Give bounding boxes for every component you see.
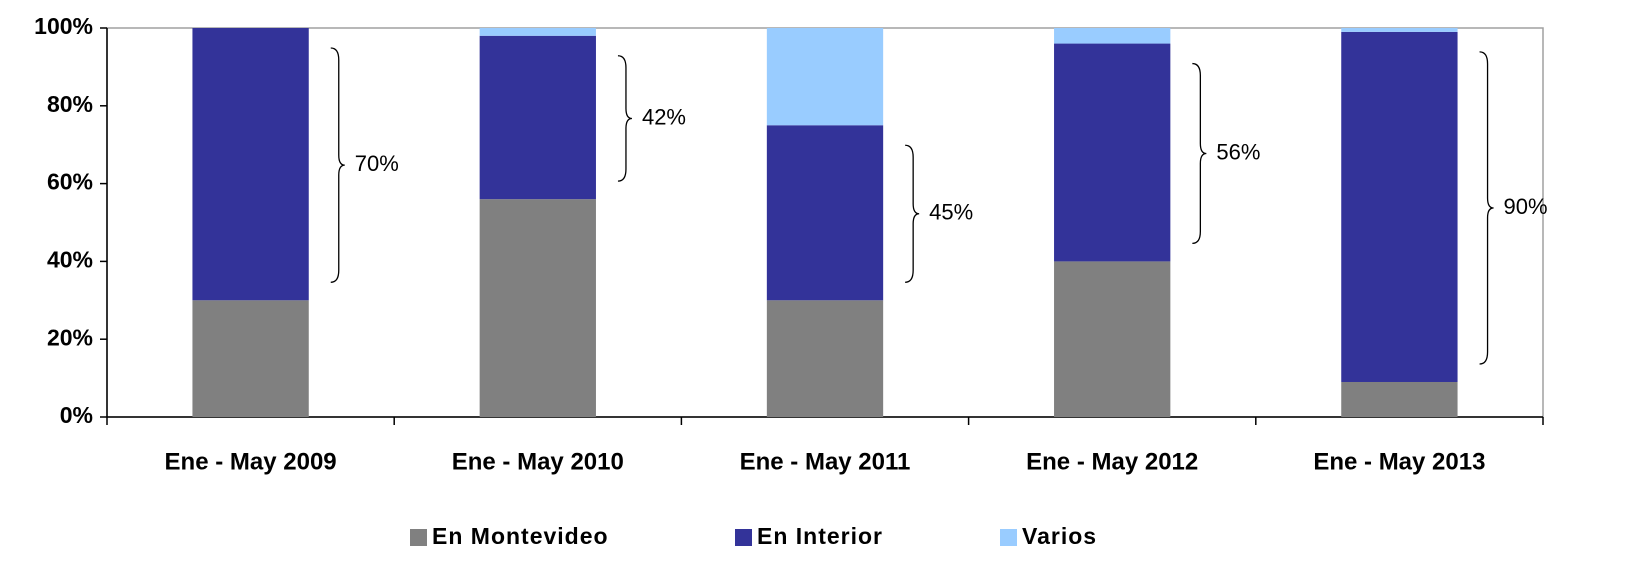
y-tick-label: 0% [60, 402, 93, 428]
bar-segment [192, 28, 309, 301]
bar-segment [766, 125, 884, 301]
bar-segment [1054, 43, 1171, 262]
y-tick-label: 60% [47, 169, 93, 195]
legend-swatch [1000, 529, 1017, 546]
brace [617, 55, 633, 182]
bar-segment [1341, 28, 1458, 32]
bar-segment [192, 300, 309, 417]
x-tick-label: Ene - May 2009 [165, 448, 337, 475]
y-tick-label: 20% [47, 324, 93, 350]
y-tick-label: 100% [34, 13, 93, 39]
x-tick-label: Ene - May 2010 [452, 448, 624, 475]
bar-segment [479, 199, 596, 417]
legend-swatch [410, 529, 427, 546]
x-tick-label: Ene - May 2012 [1026, 448, 1198, 475]
data-label: 42% [642, 104, 686, 129]
data-label: 45% [929, 200, 973, 225]
y-tick-label: 40% [47, 246, 93, 272]
x-tick-label: Ene - May 2011 [740, 448, 911, 475]
brace [1479, 51, 1494, 365]
bar-segment [766, 300, 884, 417]
data-label: 70% [355, 151, 399, 176]
legend-label: Varios [1022, 523, 1097, 549]
legend-swatch [735, 529, 752, 546]
bar-segment [1054, 28, 1171, 44]
bar-segment [1341, 381, 1458, 417]
data-label: 90% [1504, 194, 1548, 219]
x-tick-label: Ene - May 2013 [1313, 448, 1485, 475]
y-tick-label: 80% [47, 91, 93, 117]
data-label: 56% [1216, 139, 1260, 164]
bar-segment [1054, 261, 1171, 417]
legend-label: En Montevideo [432, 523, 609, 549]
bar-segment [1341, 31, 1458, 382]
brace [905, 144, 920, 283]
legend-label: En Interior [757, 523, 883, 549]
bar-segment [766, 28, 884, 126]
bar-segment [479, 28, 596, 36]
brace [1192, 62, 1207, 245]
brace [330, 47, 345, 283]
bar-segment [479, 35, 596, 200]
